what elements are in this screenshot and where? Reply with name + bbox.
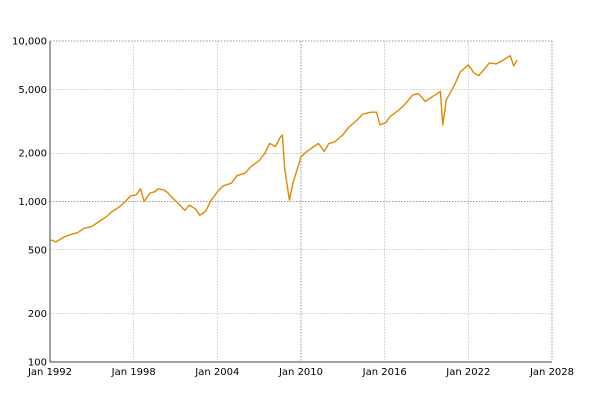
y-tick-label: 1,000	[18, 197, 47, 208]
x-tick-label: Jan 2010	[278, 367, 323, 378]
y-tick-label: 200	[28, 309, 47, 320]
y-tick-label: 5,000	[18, 85, 47, 96]
x-axis-tick-labels: Jan 1992 Jan 1998 Jan 2004 Jan 2010 Jan 2016…	[27, 367, 574, 378]
x-tick-label: Jan 2004	[194, 367, 239, 378]
series-line	[49, 55, 518, 243]
series-layer	[49, 55, 518, 243]
y-tick-label: 2,000	[18, 149, 47, 160]
x-tick-label: Jan 1998	[111, 367, 156, 378]
x-tick-label: Jan 2028	[529, 367, 574, 378]
x-tick-label: Jan 2022	[445, 367, 490, 378]
y-tick-label: 100	[28, 358, 47, 369]
y-tick-label: 500	[28, 245, 47, 256]
x-tick-label: Jan 2016	[362, 367, 407, 378]
x-tick-label: Jan 1992	[27, 367, 72, 378]
y-axis-tick-labels: 100 200 500 1,000 2,000 5,000 10,000	[12, 37, 47, 369]
axes	[49, 41, 552, 363]
y-tick-label: 10,000	[12, 37, 47, 48]
